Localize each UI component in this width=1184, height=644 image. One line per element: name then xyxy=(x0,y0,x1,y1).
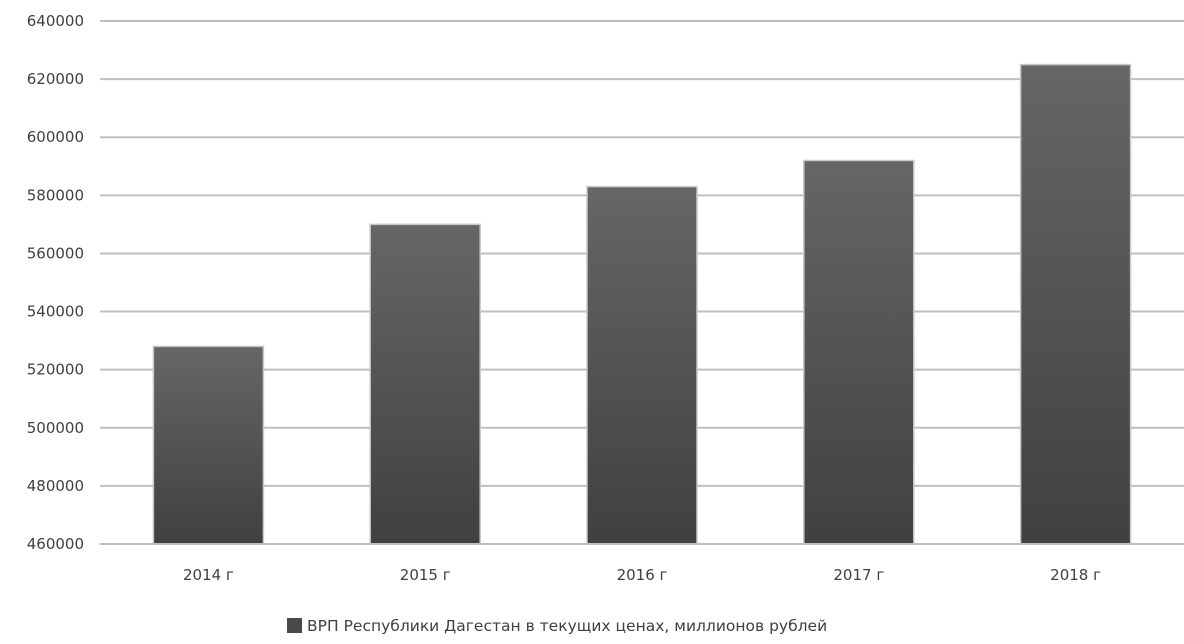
legend-swatch xyxy=(287,618,302,633)
y-tick-label: 460000 xyxy=(27,535,84,553)
bars xyxy=(100,63,1184,545)
bar xyxy=(152,345,265,545)
y-tick-label: 640000 xyxy=(27,12,84,30)
y-tick-label: 480000 xyxy=(27,477,84,495)
bar xyxy=(803,159,915,545)
legend: ВРП Республики Дагестан в текущих ценах,… xyxy=(287,617,827,635)
x-tick-label: 2014 г xyxy=(183,566,234,584)
bar xyxy=(586,185,698,545)
y-tick-label: 540000 xyxy=(27,303,84,321)
y-tick-label: 560000 xyxy=(27,244,84,262)
bar xyxy=(369,223,481,545)
y-tick-label: 620000 xyxy=(27,70,84,88)
x-tick-label: 2016 г xyxy=(617,566,668,584)
y-tick-label: 580000 xyxy=(27,186,84,204)
y-tick-label: 600000 xyxy=(27,128,84,146)
y-tick-label: 500000 xyxy=(27,419,84,437)
legend-label: ВРП Республики Дагестан в текущих ценах,… xyxy=(307,617,827,635)
y-axis-tick-labels: 460000 480000 500000 520000 540000 560000 5800… xyxy=(27,12,84,553)
y-tick-label: 520000 xyxy=(27,361,84,379)
bar xyxy=(1019,63,1132,545)
x-tick-label: 2015 г xyxy=(400,566,451,584)
x-tick-label: 2018 г xyxy=(1050,566,1101,584)
x-tick-label: 2017 г xyxy=(833,566,884,584)
x-axis-tick-labels: 2014 г 2015 г 2016 г 2017 г 2018 г xyxy=(183,566,1101,584)
